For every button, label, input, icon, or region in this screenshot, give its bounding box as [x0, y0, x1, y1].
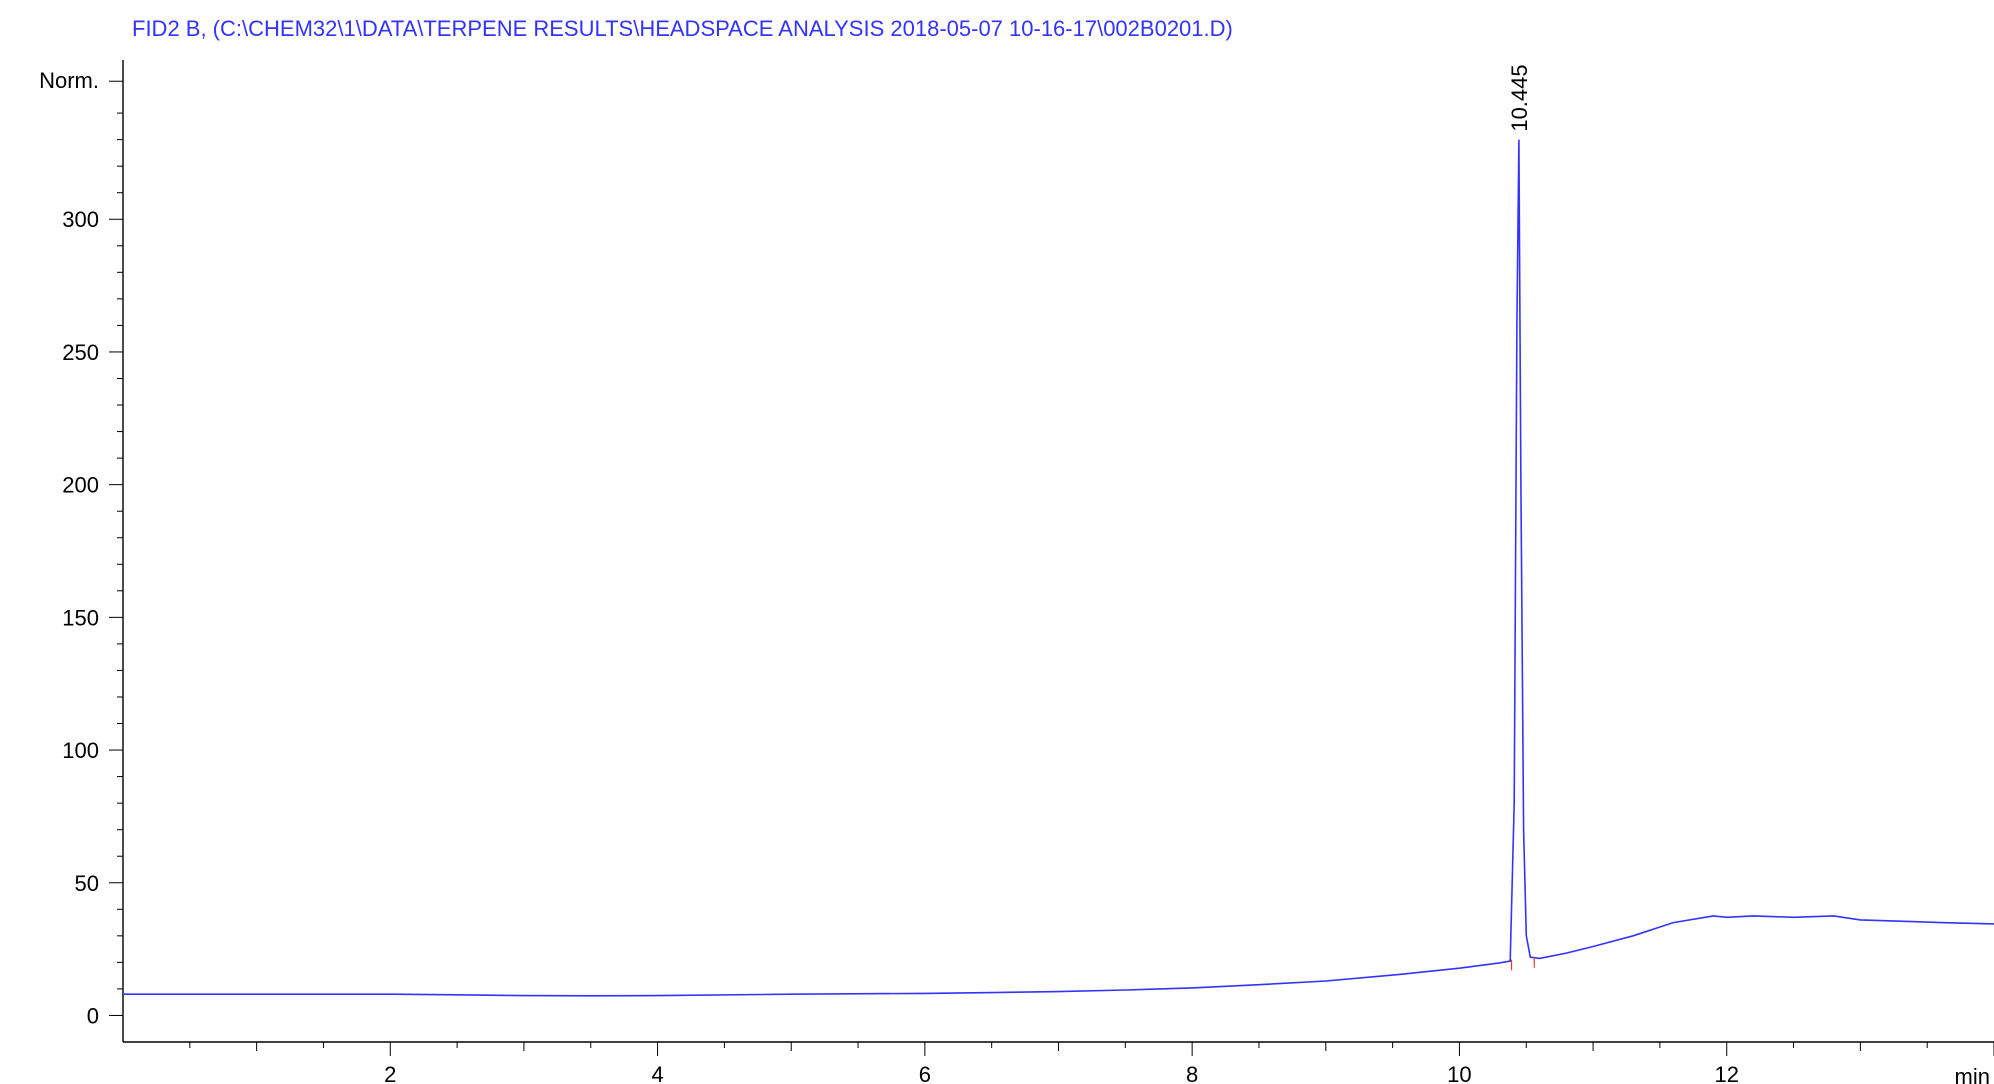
x-tick-label: 6	[919, 1062, 931, 1084]
series-line	[123, 139, 1994, 997]
y-tick-label: 200	[62, 473, 99, 498]
y-tick-label: 100	[62, 738, 99, 763]
chart-title: FID2 B, (C:\CHEM32\1\DATA\TERPENE RESULT…	[132, 16, 1233, 41]
x-tick-label: 8	[1186, 1062, 1198, 1084]
y-tick-label: 150	[62, 605, 99, 630]
x-axis-unit: min	[1955, 1064, 1990, 1084]
x-tick-label: 4	[651, 1062, 663, 1084]
y-tick-label: 250	[62, 340, 99, 365]
x-tick-label: 12	[1714, 1062, 1738, 1084]
y-axis-label: Norm.	[39, 68, 99, 93]
y-tick-label: 0	[87, 1003, 99, 1028]
peak-label: 10.445	[1507, 64, 1532, 131]
chart-axes	[122, 60, 1994, 1043]
y-tick-label: 50	[75, 871, 99, 896]
chart-ticks: Norm. 0 50 100 150 200 250 300 2 4 6 8 10 12 min	[39, 68, 1994, 1084]
chart-plot: 10.445	[123, 64, 1994, 997]
x-tick-label: 10	[1447, 1062, 1471, 1084]
y-tick-label: 300	[62, 207, 99, 232]
x-tick-label: 2	[384, 1062, 396, 1084]
